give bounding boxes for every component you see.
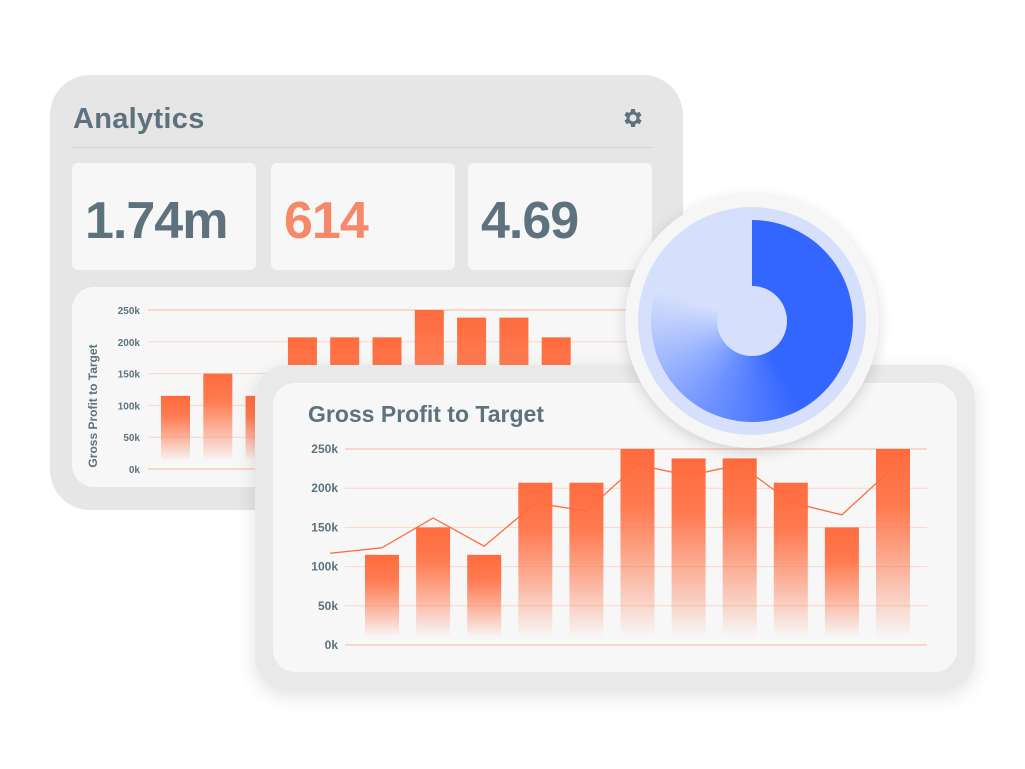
bar — [569, 482, 604, 637]
y-tick-label: 0k — [325, 638, 339, 652]
stat-value: 1.74m — [85, 192, 228, 250]
bar — [365, 554, 399, 637]
bar — [876, 449, 910, 637]
y-tick-label: 200k — [118, 338, 141, 349]
y-tick-label: 150k — [311, 520, 338, 534]
stat-card: 1.74m — [72, 163, 256, 270]
y-tick-label: 50k — [318, 599, 338, 613]
bar — [722, 458, 757, 637]
y-tick-label: 100k — [311, 560, 338, 574]
y-tick-label: 0k — [129, 465, 141, 476]
donut-hole — [717, 286, 787, 356]
donut-chart — [625, 194, 879, 448]
y-tick-label: 250k — [311, 442, 338, 456]
stat-value: 4.69 — [481, 192, 579, 250]
bar — [416, 527, 451, 637]
bar — [773, 482, 808, 637]
bar — [467, 554, 502, 637]
y-tick-label: 150k — [118, 370, 141, 381]
bar — [518, 482, 553, 637]
y-tick-label: 100k — [118, 401, 141, 412]
bar — [161, 395, 190, 461]
bar — [203, 373, 233, 461]
bar — [620, 449, 655, 637]
bar — [824, 527, 859, 637]
stat-card: 4.69 — [468, 163, 652, 270]
divider — [72, 147, 652, 148]
y-tick-label: 200k — [311, 481, 338, 495]
target-line — [329, 463, 894, 554]
y-tick-label: 250k — [118, 306, 141, 317]
stat-value: 614 — [284, 192, 369, 250]
gear-icon[interactable] — [621, 106, 645, 130]
bar — [671, 458, 706, 637]
chart-title: Gross Profit to Target — [308, 401, 544, 427]
y-axis-label: Gross Profit to Target — [86, 344, 100, 467]
stat-card: 614 — [271, 163, 455, 270]
panel-title: Analytics — [73, 103, 205, 135]
y-tick-label: 50k — [123, 433, 140, 444]
